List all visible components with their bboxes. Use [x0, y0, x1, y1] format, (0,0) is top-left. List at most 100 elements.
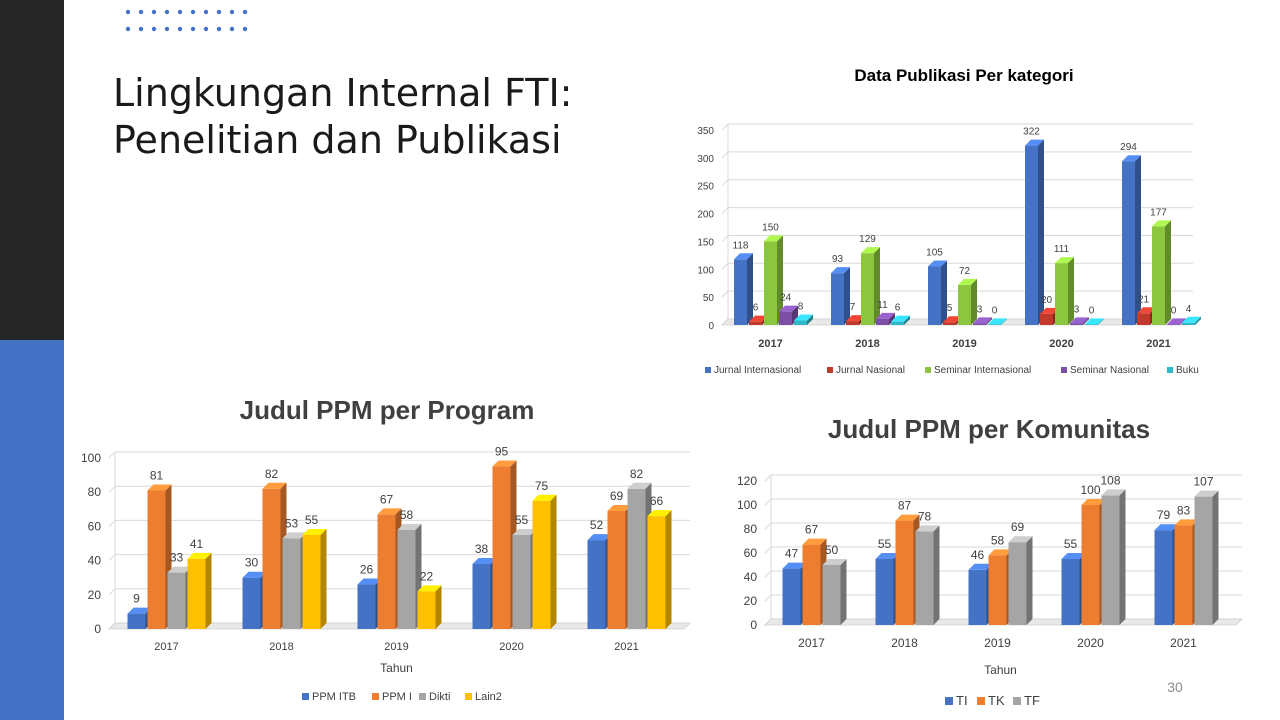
- data-label: 53: [285, 516, 299, 530]
- data-label: 9: [133, 592, 140, 606]
- gridline-side: [108, 451, 116, 459]
- y-tick-label: 200: [697, 210, 714, 221]
- x-tick-label: 2019: [384, 641, 408, 653]
- bar-top: [822, 559, 847, 565]
- data-label: 129: [859, 234, 876, 245]
- bar: [417, 585, 442, 629]
- bar-top: [377, 508, 402, 515]
- legend-item: Buku: [1167, 365, 1199, 376]
- bar-top: [1122, 155, 1141, 162]
- legend-swatch: [705, 367, 711, 373]
- bar-front: [822, 565, 841, 625]
- bar: [973, 317, 992, 325]
- bar-top: [1008, 536, 1033, 543]
- data-label: 72: [959, 266, 971, 277]
- bar-top: [1085, 318, 1104, 325]
- bar-top: [1167, 318, 1186, 325]
- bar-front: [302, 534, 321, 629]
- legend-label: TI: [956, 693, 968, 708]
- gridline-side: [721, 235, 729, 242]
- page-number: 30: [1167, 679, 1183, 695]
- bar-top: [802, 538, 827, 545]
- data-label: 118: [733, 240, 749, 251]
- bar-front: [1154, 530, 1173, 625]
- legend-swatch: [977, 697, 985, 705]
- bar-top: [167, 566, 192, 573]
- bar-top: [357, 578, 382, 585]
- bar: [647, 510, 672, 629]
- bar: [1122, 155, 1141, 325]
- x-tick-label: 2020: [499, 641, 523, 653]
- bar-front: [734, 259, 747, 325]
- bar-top: [127, 607, 152, 614]
- data-label: 111: [1054, 244, 1070, 255]
- bar-top: [988, 549, 1013, 556]
- bar-side: [904, 315, 910, 325]
- bar-top: [875, 553, 900, 559]
- bar: [1101, 489, 1126, 625]
- bar-side: [840, 559, 847, 625]
- bar-top: [1055, 257, 1074, 264]
- bar: [397, 523, 422, 629]
- y-tick-label: 20: [88, 588, 102, 602]
- data-label: 20: [1041, 295, 1053, 306]
- y-tick-label: 0: [94, 622, 101, 636]
- bar-front: [492, 466, 511, 629]
- bar-side: [435, 585, 442, 629]
- x-axis-title: Tahun: [380, 661, 413, 675]
- bar-front: [779, 311, 792, 325]
- bar-side: [1165, 220, 1171, 325]
- data-label: 83: [1177, 503, 1191, 517]
- data-label: 7: [850, 302, 856, 313]
- x-tick-label: 2019: [952, 338, 976, 350]
- bar: [822, 559, 847, 625]
- bar-side: [889, 312, 895, 325]
- chart-title: Judul PPM per Komunitas: [828, 414, 1150, 444]
- bar-front: [802, 544, 821, 625]
- legend-label: Seminar Internasional: [934, 365, 1031, 376]
- bar-top: [512, 528, 537, 535]
- bar-top: [282, 532, 307, 539]
- bar-front: [875, 559, 894, 625]
- data-label: 26: [360, 563, 374, 577]
- data-label: 87: [898, 499, 912, 513]
- bar-front: [1174, 525, 1193, 625]
- data-label: 78: [918, 509, 932, 523]
- y-tick-label: 100: [737, 498, 757, 512]
- bar: [1167, 318, 1186, 325]
- x-tick-label: 2021: [1170, 636, 1197, 650]
- legend-item: Seminar Internasional: [925, 365, 1031, 376]
- bar-front: [1194, 496, 1213, 625]
- legend-swatch: [925, 367, 931, 373]
- x-tick-label: 2017: [154, 641, 178, 653]
- bar-top: [1194, 490, 1219, 497]
- bar-front: [242, 577, 261, 629]
- bar-side: [1038, 139, 1044, 325]
- bar: [1008, 536, 1033, 625]
- bar-front: [587, 540, 606, 629]
- bar-top: [187, 552, 212, 559]
- data-label: 69: [1011, 520, 1025, 534]
- data-label: 294: [1120, 142, 1137, 153]
- bar-front: [397, 529, 416, 629]
- bar-front: [532, 500, 551, 629]
- bar-front: [627, 488, 646, 629]
- bar: [1070, 317, 1089, 325]
- data-label: 322: [1023, 127, 1040, 138]
- data-label: 24: [780, 293, 792, 304]
- bar-top: [262, 482, 287, 489]
- x-tick-label: 2021: [614, 641, 638, 653]
- gridline-side: [721, 151, 729, 159]
- bar: [1194, 490, 1219, 625]
- data-label: 41: [190, 537, 204, 551]
- x-tick-label: 2017: [798, 636, 825, 650]
- bar-front: [876, 318, 889, 325]
- legend-swatch: [827, 367, 833, 373]
- legend-item: Dikti: [419, 691, 450, 703]
- bar-front: [1061, 559, 1080, 625]
- data-label: 55: [1064, 537, 1078, 551]
- left-accent-band-blue: [0, 340, 64, 720]
- legend-label: Jurnal Nasional: [836, 365, 905, 376]
- bar-top: [973, 317, 992, 324]
- bar-front: [647, 516, 666, 629]
